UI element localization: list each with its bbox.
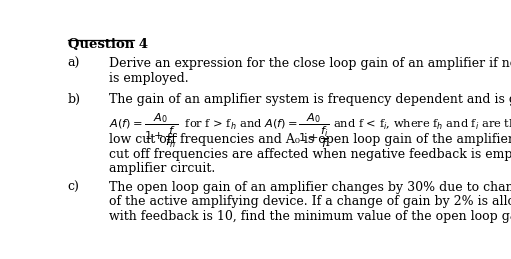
Text: c): c) bbox=[68, 181, 80, 194]
Text: low cut off frequencies and A₀ is open loop gain of the amplifier. Show how the: low cut off frequencies and A₀ is open l… bbox=[109, 133, 511, 146]
Text: The gain of an amplifier system is frequency dependent and is given by:: The gain of an amplifier system is frequ… bbox=[109, 92, 511, 105]
Text: $A(f) = \dfrac{A_0}{1+\dfrac{f}{f_h}}$  for f > f$_h$ and $A(f) = \dfrac{A_0}{1+: $A(f) = \dfrac{A_0}{1+\dfrac{f}{f_h}}$ f… bbox=[109, 111, 511, 149]
Text: b): b) bbox=[68, 92, 81, 105]
Text: cut off frequencies are affected when negative feedback is employed in an: cut off frequencies are affected when ne… bbox=[109, 148, 511, 161]
Text: Question 4: Question 4 bbox=[68, 38, 148, 51]
Text: The open loop gain of an amplifier changes by 30% due to changes in parameters: The open loop gain of an amplifier chang… bbox=[109, 181, 511, 194]
Text: with feedback is 10, find the minimum value of the open loop gain.: with feedback is 10, find the minimum va… bbox=[109, 210, 511, 223]
Text: is employed.: is employed. bbox=[109, 72, 189, 85]
Text: amplifier circuit.: amplifier circuit. bbox=[109, 162, 216, 175]
Text: Derive an expression for the close loop gain of an amplifier if negative feedbac: Derive an expression for the close loop … bbox=[109, 57, 511, 70]
Text: a): a) bbox=[68, 57, 80, 70]
Text: of the active amplifying device. If a change of gain by 2% is allowed and the ga: of the active amplifying device. If a ch… bbox=[109, 195, 511, 208]
